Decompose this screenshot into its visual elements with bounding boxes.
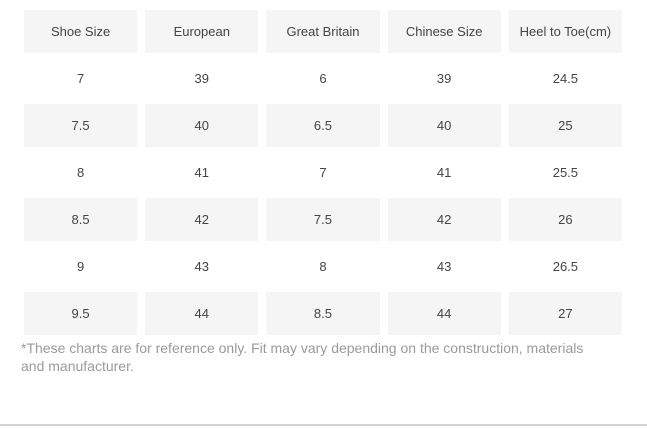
table-header-row: Shoe Size European Great Britain Chinese…	[24, 10, 622, 53]
header-cell-great-britain: Great Britain	[266, 10, 380, 53]
table-body: 7 39 6 39 24.5 7.5 40 6.5 40 25 8 41 7 4…	[24, 57, 622, 335]
table-cell: 7.5	[266, 198, 380, 241]
table-cell: 6.5	[266, 104, 380, 147]
table-row: 9.5 44 8.5 44 27	[24, 292, 622, 335]
table-cell: 39	[194, 71, 210, 86]
table-cell: 44	[387, 292, 501, 335]
table-cell: 41	[436, 165, 452, 180]
table-cell: 8.5	[266, 292, 380, 335]
table-cell: 25.5	[552, 165, 579, 180]
table-row: 8.5 42 7.5 42 26	[24, 198, 622, 241]
table-cell: 25	[508, 104, 622, 147]
table-cell: 9.5	[24, 292, 138, 335]
table-cell: 8.5	[24, 198, 138, 241]
table-cell: 9	[76, 259, 85, 274]
table-cell: 27	[508, 292, 622, 335]
table-cell: 26	[508, 198, 622, 241]
shoe-size-conversion-table: Shoe Size European Great Britain Chinese…	[16, 6, 630, 339]
table-cell: 43	[194, 259, 210, 274]
table-cell: 7	[76, 71, 85, 86]
header-cell-heel-to-toe: Heel to Toe(cm)	[508, 10, 622, 53]
table-cell: 40	[145, 104, 259, 147]
bottom-divider	[0, 424, 647, 426]
table-row: 7 39 6 39 24.5	[24, 57, 622, 100]
table-row: 7.5 40 6.5 40 25	[24, 104, 622, 147]
table-cell: 40	[387, 104, 501, 147]
header-cell-shoe-size: Shoe Size	[24, 10, 138, 53]
table-cell: 7.5	[24, 104, 138, 147]
table-row: 9 43 8 43 26.5	[24, 245, 622, 288]
table-cell: 42	[387, 198, 501, 241]
table-cell: 8	[76, 165, 85, 180]
header-cell-chinese-size: Chinese Size	[387, 10, 501, 53]
table-row: 8 41 7 41 25.5	[24, 151, 622, 194]
table-header: Shoe Size European Great Britain Chinese…	[24, 10, 622, 53]
table-cell: 26.5	[552, 259, 579, 274]
table-cell: 7	[319, 165, 327, 180]
table-cell: 24.5	[552, 71, 579, 86]
table-cell: 42	[145, 198, 259, 241]
header-cell-european: European	[145, 10, 259, 53]
table-cell: 39	[436, 71, 452, 86]
table-cell: 43	[436, 259, 452, 274]
table-cell: 41	[194, 165, 210, 180]
table-cell: 8	[319, 259, 327, 274]
table-cell: 44	[145, 292, 259, 335]
table-cell: 6	[319, 71, 327, 86]
reference-disclaimer: *These charts are for reference only. Fi…	[21, 340, 584, 374]
